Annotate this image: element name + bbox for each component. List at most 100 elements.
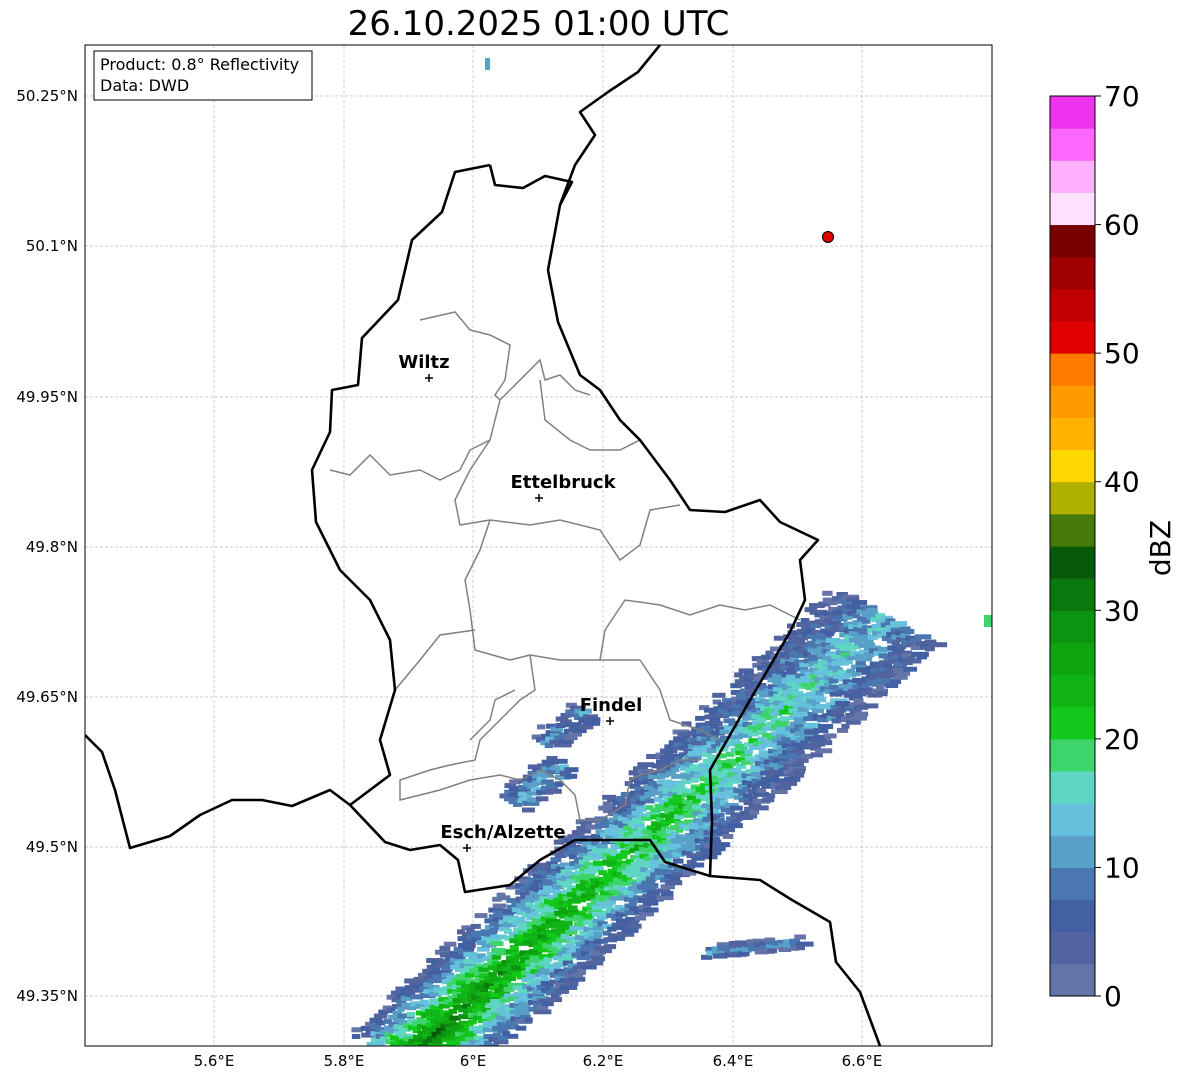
radar-cell [579,866,589,872]
radar-cell [830,705,842,711]
radar-cell [453,1069,466,1074]
radar-cell [435,1014,450,1020]
radar-cell [788,708,802,714]
radar-cell [400,995,413,1001]
radar-cell [647,832,665,837]
radar-cell [712,828,723,834]
radar-cell [680,779,691,785]
radar-cell [660,884,675,890]
radar-cell [841,659,853,665]
radar-cell [656,888,671,894]
radar-cell [639,853,656,859]
radar-cell [504,935,520,941]
radar-cell [379,1029,389,1035]
radar-cell [602,859,618,865]
radar-cell [929,642,948,648]
radar-cell [574,934,589,940]
radar-cell [499,926,511,932]
radar-cell [772,686,783,692]
radar-cell [485,931,497,937]
radar-cell [775,662,790,668]
radar-cell [613,813,625,819]
radar-cell [449,951,461,956]
radar-cell [436,1027,449,1033]
radar-cell [639,795,650,801]
radar-cell [642,900,659,906]
radar-cell [850,651,868,657]
radar-cell [900,633,911,639]
radar-cell [453,946,465,952]
radar-cell [842,679,861,685]
radar-cell [635,857,651,863]
radar-cell [673,800,688,806]
radar-cell [532,873,549,879]
radar-cell [848,688,867,694]
radar-cell [562,960,573,966]
radar-cell [391,1048,401,1053]
radar-cell [513,801,522,807]
radar-cell [664,880,683,886]
radar-cell [849,637,864,643]
radar-cell [779,709,795,715]
radar-cell [713,770,724,776]
radar-cell [546,723,555,729]
radar-cell [468,954,478,960]
radar-cell [915,641,933,646]
radar-cell [521,970,537,976]
radar-cell [860,605,878,611]
radar-cell [661,768,676,774]
radar-cell [385,1039,401,1045]
radar-cell [406,1012,416,1017]
radar-cell [629,848,641,854]
radar-cell [413,1041,431,1046]
radar-cell [600,903,612,909]
radar-cell [603,872,620,878]
radar-cell [731,703,746,709]
radar-cell [634,786,649,792]
radar-cell [376,1047,394,1052]
radar-cell [867,692,883,698]
radar-cell [425,1009,443,1015]
radar-cell [472,1008,485,1014]
radar-cell [492,968,506,974]
radar-cell [476,933,487,939]
radar-cell [815,697,827,703]
radar-cell [563,845,582,850]
radar-cell [540,909,559,915]
radar-cell [794,724,806,730]
radar-cell [759,763,775,769]
radar-cell [745,755,754,761]
radar-cell [408,1038,421,1044]
radar-cell [767,735,785,741]
radar-cell [426,1022,437,1028]
radar-cell [425,1067,436,1072]
radar-cell [627,886,645,891]
radar-cell [556,944,569,950]
radar-cell [801,631,815,637]
radar-cell [686,853,699,859]
radar-cell [708,839,722,845]
radar-cell [477,1011,490,1017]
radar-cell [572,965,586,971]
radar-cell [589,878,607,884]
radar-cell [418,979,433,985]
radar-cell [874,664,892,670]
radar-cell [480,993,493,999]
radar-cell [703,707,721,713]
radar-cell [391,990,406,996]
radar-cell [865,607,878,613]
radar-cell [424,1002,441,1008]
radar-cell [751,778,769,784]
radar-cell [590,956,605,962]
radar-cell [498,984,516,990]
radar-cell [515,896,526,902]
radar-cell [727,778,746,784]
radar-cell [400,1047,417,1052]
radar-cell [516,903,528,909]
radar-cell [801,624,813,630]
radar-cell [569,861,587,866]
radar-cell [745,691,757,697]
radar-cell [662,853,680,859]
radar-cell [577,846,592,852]
radar-cell [558,971,571,977]
